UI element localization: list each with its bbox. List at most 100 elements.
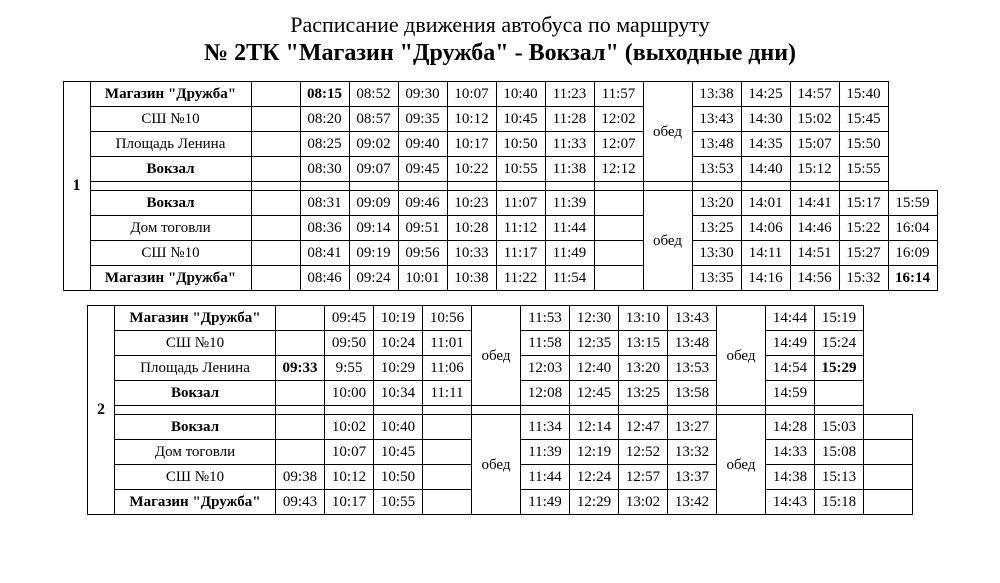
time-cell [864, 415, 913, 440]
time-cell: 14:11 [741, 241, 790, 266]
lunch-break: обед [643, 191, 692, 291]
time-cell: 12:03 [521, 356, 570, 381]
time-cell: 13:25 [692, 216, 741, 241]
time-cell: 15:13 [815, 465, 864, 490]
time-cell: 11:33 [545, 132, 594, 157]
time-cell: 11:44 [521, 465, 570, 490]
time-cell: 10:40 [374, 415, 423, 440]
time-cell: 09:43 [276, 490, 325, 515]
stop-name: СШ №10 [90, 241, 251, 266]
time-cell: 11:06 [423, 356, 472, 381]
time-cell: 15:03 [815, 415, 864, 440]
lunch-break: обед [717, 306, 766, 406]
route-number: 2 [88, 306, 115, 515]
time-cell [276, 331, 325, 356]
schedule-table: 1Магазин "Дружба"08:1508:5209:3010:0710:… [63, 81, 938, 291]
time-cell: 13:48 [668, 331, 717, 356]
time-cell: 10:34 [374, 381, 423, 406]
time-cell: 14:57 [790, 82, 839, 107]
time-cell: 12:24 [570, 465, 619, 490]
time-cell [251, 241, 300, 266]
time-cell: 10:50 [374, 465, 423, 490]
time-cell: 09:24 [349, 266, 398, 291]
time-cell: 14:16 [741, 266, 790, 291]
time-cell: 14:43 [766, 490, 815, 515]
stop-name: Магазин "Дружба" [90, 82, 251, 107]
stop-name: Вокзал [115, 381, 276, 406]
time-cell: 14:28 [766, 415, 815, 440]
time-cell [251, 132, 300, 157]
time-cell [864, 465, 913, 490]
time-cell: 09:35 [398, 107, 447, 132]
time-cell [423, 415, 472, 440]
time-cell: 08:30 [300, 157, 349, 182]
time-cell: 10:33 [447, 241, 496, 266]
time-cell [251, 82, 300, 107]
time-cell: 11:28 [545, 107, 594, 132]
time-cell: 14:40 [741, 157, 790, 182]
time-cell: 10:38 [447, 266, 496, 291]
time-cell: 12:29 [570, 490, 619, 515]
time-cell: 09:19 [349, 241, 398, 266]
stop-name: Площадь Ленина [90, 132, 251, 157]
time-cell: 11:22 [496, 266, 545, 291]
time-cell: 14:01 [741, 191, 790, 216]
time-cell: 14:49 [766, 331, 815, 356]
time-cell: 08:15 [300, 82, 349, 107]
time-cell: 09:56 [398, 241, 447, 266]
time-cell: 11:39 [545, 191, 594, 216]
time-cell: 15:29 [815, 356, 864, 381]
time-cell: 08:41 [300, 241, 349, 266]
time-cell: 12:19 [570, 440, 619, 465]
time-cell: 12:08 [521, 381, 570, 406]
time-cell [251, 191, 300, 216]
time-cell: 09:02 [349, 132, 398, 157]
time-cell [423, 490, 472, 515]
time-cell [594, 241, 643, 266]
time-cell: 11:44 [545, 216, 594, 241]
time-cell: 11:53 [521, 306, 570, 331]
time-cell: 12:35 [570, 331, 619, 356]
time-cell: 16:04 [888, 216, 937, 241]
time-cell: 09:46 [398, 191, 447, 216]
time-cell: 15:24 [815, 331, 864, 356]
time-cell: 15:12 [790, 157, 839, 182]
time-cell: 13:10 [619, 306, 668, 331]
stop-name: СШ №10 [115, 465, 276, 490]
time-cell: 13:02 [619, 490, 668, 515]
time-cell: 15:18 [815, 490, 864, 515]
time-cell [251, 157, 300, 182]
time-cell [864, 490, 913, 515]
time-cell: 13:30 [692, 241, 741, 266]
time-cell: 12:52 [619, 440, 668, 465]
time-cell: 13:15 [619, 331, 668, 356]
time-cell: 11:01 [423, 331, 472, 356]
time-cell: 08:20 [300, 107, 349, 132]
time-cell: 14:35 [741, 132, 790, 157]
time-cell: 09:07 [349, 157, 398, 182]
time-cell: 13:20 [619, 356, 668, 381]
time-cell: 10:55 [374, 490, 423, 515]
lunch-break: обед [472, 306, 521, 406]
time-cell: 15:22 [839, 216, 888, 241]
time-cell: 09:30 [398, 82, 447, 107]
time-cell: 15:27 [839, 241, 888, 266]
lunch-break: обед [643, 82, 692, 182]
time-cell: 11:07 [496, 191, 545, 216]
schedule-table: 2Магазин "Дружба"09:4510:1910:56обед11:5… [87, 305, 913, 515]
time-cell: 15:32 [839, 266, 888, 291]
time-cell: 10:56 [423, 306, 472, 331]
time-cell: 11:49 [521, 490, 570, 515]
time-cell: 14:25 [741, 82, 790, 107]
time-cell: 09:45 [325, 306, 374, 331]
page-title-line1: Расписание движения автобуса по маршруту [14, 12, 986, 38]
lunch-break: обед [717, 415, 766, 515]
time-cell: 13:25 [619, 381, 668, 406]
time-cell: 10:40 [496, 82, 545, 107]
time-cell: 10:01 [398, 266, 447, 291]
route-number: 1 [63, 82, 90, 291]
time-cell [276, 415, 325, 440]
time-cell: 10:24 [374, 331, 423, 356]
time-cell: 16:14 [888, 266, 937, 291]
time-cell: 15:07 [790, 132, 839, 157]
